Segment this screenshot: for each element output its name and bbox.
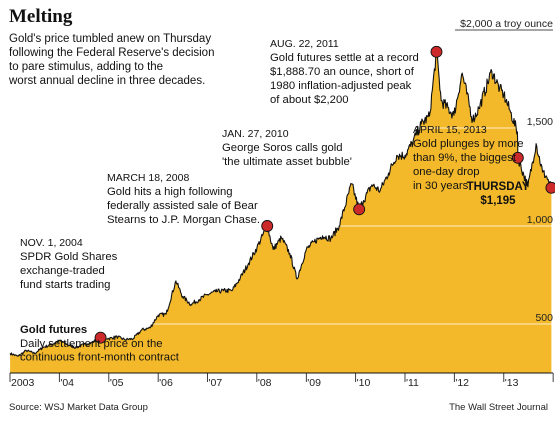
x-tick-label: '04 (60, 377, 74, 389)
text-layer: Melting Gold's price tumbled anew on Thur… (8, 6, 548, 413)
annotation-text: federally assisted sale of Bear (107, 200, 258, 212)
annotation-text: George Soros calls gold (222, 142, 343, 154)
annotation-text: 1980 inflation-adjusted peak (270, 80, 412, 92)
annotation-date: AUG. 22, 2011 (270, 38, 339, 50)
event-marker (511, 151, 524, 164)
annotation-date: APRIL 15, 2013 (413, 124, 487, 136)
x-tick-label: 2003 (11, 377, 35, 389)
annotation-text: exchange-traded (20, 265, 105, 277)
x-tick-label: '08 (258, 377, 272, 389)
annotation-text: in 30 years (413, 180, 469, 192)
chart-title: Melting (9, 6, 73, 27)
annotation-text: Gold futures settle at a record (270, 52, 419, 64)
y-tick-label: 500 (535, 312, 553, 324)
x-tick-label: '05 (110, 377, 124, 389)
annotation-text: 'the ultimate asset bubble' (222, 156, 352, 168)
event-marker (353, 203, 366, 216)
series-description-line: continuous front-month contract (20, 352, 180, 364)
event-marker (94, 331, 107, 344)
chart-subtitle-line: following the Federal Reserve's decision (9, 47, 214, 59)
axis-layer: 2003 '04 '05 '06 '07 '08 '09 '10 '11 '12 '13 (9, 372, 554, 389)
last-value-label: $1,195 (480, 195, 516, 207)
series-description-line: Daily settlement price on the (20, 338, 163, 350)
chart-subtitle-line: to pare stimulus, adding to the (9, 61, 163, 73)
x-tick-label: '06 (159, 377, 173, 389)
source-note: Source: WSJ Market Data Group (9, 402, 148, 413)
credit-note: The Wall Street Journal (449, 402, 548, 413)
annotation-text: SPDR Gold Shares (20, 251, 118, 263)
marker-layer (94, 45, 555, 344)
x-tick-label: '09 (307, 377, 321, 389)
event-marker (261, 220, 274, 232)
chart-subtitle-line: Gold's price tumbled anew on Thursday (9, 33, 211, 45)
annotation-text: Gold hits a high following (107, 186, 233, 198)
annotation-date: MARCH 18, 2008 (107, 172, 189, 184)
annotation-date: NOV. 1, 2004 (20, 237, 83, 249)
y-tick-label: $2,000 a troy ounce (460, 18, 553, 30)
y-tick-label: 1,000 (527, 214, 553, 226)
x-tick-label: '13 (505, 377, 519, 389)
event-marker (430, 45, 443, 58)
series-name: Gold futures (20, 324, 87, 336)
annotation-text: Gold plunges by more (413, 138, 524, 150)
chart-subtitle-line: worst annual decline in three decades. (8, 75, 205, 87)
annotation-text: than 9%, the biggest (413, 152, 517, 164)
annotation-text: Stearns to J.P. Morgan Chase. (107, 214, 260, 226)
x-tick-label: '10 (357, 377, 371, 389)
annotation-text: one-day drop (413, 166, 480, 178)
grid-layer: 500 1,000 1,500 $2,000 a troy ounce (10, 18, 553, 325)
y-tick-label: 1,500 (527, 116, 553, 128)
x-tick-label: '11 (406, 377, 419, 389)
annotation-text: $1,888.70 an ounce, short of (270, 66, 415, 78)
last-value-label: THURSDAY (467, 181, 530, 193)
annotation-text: of about $2,200 (270, 94, 349, 106)
x-tick-label: '07 (208, 377, 222, 389)
x-tick-label: '12 (455, 377, 469, 389)
annotation-date: JAN. 27, 2010 (222, 128, 289, 140)
event-marker (545, 181, 555, 194)
annotation-text: fund starts trading (20, 279, 110, 291)
